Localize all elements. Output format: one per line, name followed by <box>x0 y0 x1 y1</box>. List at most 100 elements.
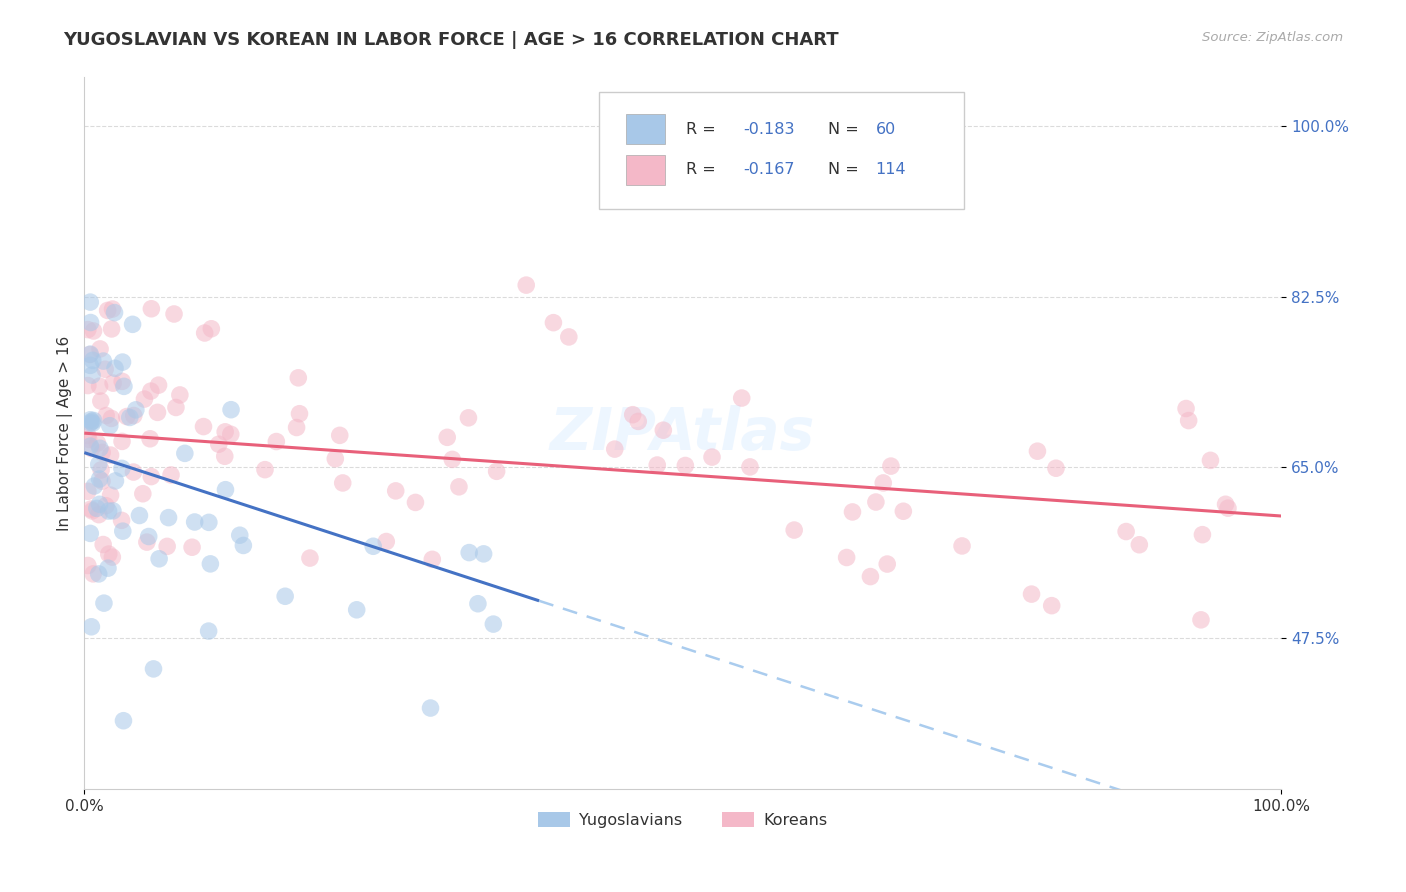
Point <box>93 596 115 610</box>
Point <box>194 326 217 340</box>
Point <box>163 307 186 321</box>
Point <box>160 467 183 482</box>
Point <box>111 461 134 475</box>
Point <box>173 446 195 460</box>
Point <box>329 428 352 442</box>
Point <box>82 368 104 383</box>
Point <box>835 550 858 565</box>
Point <box>80 442 103 456</box>
Point <box>112 379 135 393</box>
Point <box>87 458 110 472</box>
Point <box>157 510 180 524</box>
Point <box>122 465 145 479</box>
Point <box>90 463 112 477</box>
Point <box>91 474 114 488</box>
Point <box>90 394 112 409</box>
Point <box>118 410 141 425</box>
Point <box>645 458 668 472</box>
Point <box>652 423 675 437</box>
Point <box>200 557 222 571</box>
Point <box>80 415 103 429</box>
Point <box>1191 527 1213 541</box>
Point <box>485 464 508 478</box>
Point <box>83 324 105 338</box>
Point <box>1115 524 1137 539</box>
Point <box>361 539 384 553</box>
Point <box>97 561 120 575</box>
Point <box>128 508 150 523</box>
Point <box>148 378 170 392</box>
Point <box>80 620 103 634</box>
Point <box>891 504 914 518</box>
Point <box>79 348 101 362</box>
Text: 114: 114 <box>876 162 905 178</box>
Point <box>288 407 311 421</box>
Point <box>200 322 222 336</box>
Point <box>100 322 122 336</box>
Point <box>138 529 160 543</box>
Point <box>156 540 179 554</box>
Point <box>198 516 221 530</box>
Point <box>94 362 117 376</box>
Point <box>103 305 125 319</box>
Point <box>134 392 156 406</box>
FancyBboxPatch shape <box>627 114 665 145</box>
Point <box>146 405 169 419</box>
Point <box>673 458 696 473</box>
Point <box>79 347 101 361</box>
Point <box>165 401 187 415</box>
Point <box>197 624 219 638</box>
Point <box>100 488 122 502</box>
Point <box>1215 497 1237 511</box>
Point <box>266 434 288 449</box>
Point <box>101 301 124 316</box>
Point <box>214 450 236 464</box>
Point <box>122 409 145 423</box>
Point <box>111 375 134 389</box>
Text: N =: N = <box>828 162 863 178</box>
Point <box>111 524 134 538</box>
Point <box>83 479 105 493</box>
Point <box>89 379 111 393</box>
Point <box>482 617 505 632</box>
Point <box>467 597 489 611</box>
Point <box>436 430 458 444</box>
Text: Source: ZipAtlas.com: Source: ZipAtlas.com <box>1202 31 1343 45</box>
Point <box>101 376 124 391</box>
Point <box>419 701 441 715</box>
Point <box>472 547 495 561</box>
Point <box>83 413 105 427</box>
Point <box>1177 413 1199 427</box>
Point <box>287 371 309 385</box>
Point <box>208 437 231 451</box>
Point <box>91 445 114 459</box>
FancyBboxPatch shape <box>627 155 665 185</box>
FancyBboxPatch shape <box>599 92 965 209</box>
Point <box>121 318 143 332</box>
Legend: Yugoslavians, Koreans: Yugoslavians, Koreans <box>531 805 834 834</box>
Point <box>1040 599 1063 613</box>
Point <box>950 539 973 553</box>
Point <box>89 472 111 486</box>
Point <box>141 469 163 483</box>
Point <box>229 528 252 542</box>
Point <box>558 330 581 344</box>
Point <box>543 316 565 330</box>
Point <box>346 603 368 617</box>
Point <box>112 714 135 728</box>
Point <box>253 463 276 477</box>
Point <box>232 538 254 552</box>
Point <box>323 451 346 466</box>
Point <box>841 505 863 519</box>
Point <box>404 495 426 509</box>
Point <box>1189 613 1212 627</box>
Point <box>77 484 100 499</box>
Point <box>1216 501 1239 516</box>
Point <box>104 361 127 376</box>
Point <box>89 442 111 456</box>
Point <box>135 535 157 549</box>
Point <box>219 402 242 417</box>
Y-axis label: In Labor Force | Age > 16: In Labor Force | Age > 16 <box>58 335 73 531</box>
Text: 60: 60 <box>876 122 896 136</box>
Point <box>384 483 406 498</box>
